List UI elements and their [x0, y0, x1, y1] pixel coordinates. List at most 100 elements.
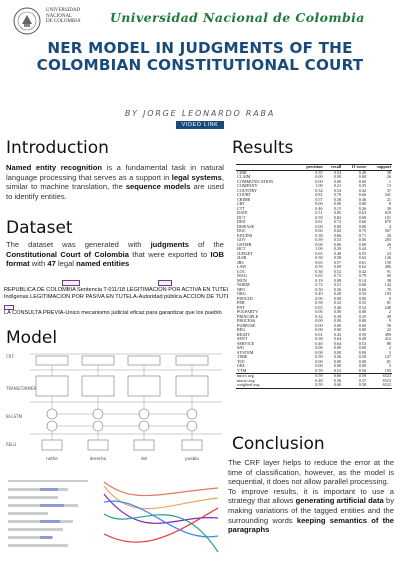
- results-cell: 0.00: [333, 201, 342, 206]
- results-row: LAW 0.59 0.69 0.62 406: [236, 264, 392, 270]
- results-cell: 0.46: [315, 205, 323, 211]
- results-cell: 38: [386, 277, 391, 283]
- results-row: VTM 0.59 0.53 0.56 103: [236, 367, 392, 374]
- results-cell: 0.66: [333, 232, 342, 238]
- results-cell: 0.00: [358, 358, 367, 364]
- results-table: precision recall f1-score support CIRR 0.35 0…: [236, 164, 392, 389]
- university-seal-icon: [13, 7, 41, 35]
- results-cell: SNI: [237, 345, 244, 350]
- results-cell: 127: [384, 354, 391, 359]
- results-cell: 0.00: [358, 295, 367, 301]
- results-cell: 8: [388, 201, 391, 206]
- results-cell: 39: [386, 205, 391, 211]
- results-cell: 0.66: [358, 219, 367, 224]
- results-cell: 0.82: [333, 214, 342, 220]
- results-row: SYSTEM 0.00 0.00 0.00 3: [236, 349, 392, 356]
- video-link-button[interactable]: VIDEO LINK: [176, 121, 224, 129]
- results-cell: 81: [386, 300, 391, 305]
- results-cell: 88: [386, 340, 391, 346]
- results-row: JLSR 0.50 0.58 0.63 126: [236, 255, 392, 261]
- results-cell: 60: [386, 273, 391, 278]
- results-cell: 0.32: [333, 300, 342, 305]
- results-cell: 0.00: [358, 349, 367, 355]
- results-cell: 4: [388, 223, 391, 229]
- results-cell: 126: [384, 255, 391, 260]
- results-row: CLAIM 0.00 0.00 0.00 26: [236, 174, 392, 180]
- results-cell: micro avg: [236, 373, 296, 379]
- results-row: URL 0.00 0.00 0.00 5: [236, 363, 392, 369]
- results-cell: 0.73: [333, 273, 342, 278]
- entity-tag-marker: [158, 280, 172, 286]
- results-cell: 0.61: [358, 259, 367, 265]
- results-cell: 0.00: [333, 295, 342, 301]
- results-cell: 1.00: [315, 183, 323, 188]
- results-cell: POLPARTY: [237, 309, 259, 314]
- results-cell: LOC: [237, 268, 246, 274]
- results-cell: 0.00: [315, 241, 323, 247]
- layer-label-transformer: TRANSFORMER: [5, 386, 37, 391]
- results-cell: PURPOSE: [237, 322, 256, 328]
- results-row: CIRR 0.35 0.54 0.40 38: [236, 170, 392, 175]
- results-cell: 2: [388, 309, 391, 314]
- results-cell: 0.00: [358, 318, 367, 323]
- results-cell: MAG: [237, 273, 247, 278]
- results-cell: 0.34: [315, 187, 323, 193]
- results-cell: 0.00: [358, 309, 367, 314]
- results-cell: 0.36: [315, 268, 323, 274]
- results-cell: 0.59: [315, 354, 323, 359]
- poster-title: NER MODEL IN JUDGMENTS OF THE COLOMBIAN …: [36, 39, 364, 74]
- results-cell: 0.63: [358, 210, 367, 215]
- results-cell: HCT: [237, 246, 246, 251]
- results-cell: 0.61: [315, 331, 323, 337]
- results-cell: 0.63: [358, 255, 367, 260]
- results-cell: 0.59: [342, 373, 368, 379]
- results-cell: 6523: [367, 373, 392, 379]
- results-cell: DCT: [237, 214, 246, 220]
- results-cell: 0.60: [358, 282, 367, 287]
- results-cell: 3: [388, 349, 391, 355]
- results-row: SNI 0.00 0.00 0.00 2: [236, 345, 392, 351]
- results-cell: 0.65: [315, 304, 323, 310]
- results-cell: 1: [388, 178, 391, 184]
- author-line: BY JORGE LEONARDO RABA: [124, 109, 276, 118]
- results-cell: 0.64: [333, 336, 342, 341]
- results-cell: 0.38: [315, 336, 323, 341]
- results-cell: 0.00: [333, 327, 342, 332]
- results-cell: 0.65: [315, 273, 323, 278]
- results-cell: 0.65: [315, 259, 323, 265]
- results-row: EDUINS 0.38 0.66 0.71 26: [236, 232, 392, 239]
- results-cell: 7: [388, 246, 391, 251]
- results-cell: 0.00: [315, 358, 323, 364]
- results-column-header: recall: [323, 164, 343, 171]
- results-cell: 0.00: [315, 174, 323, 179]
- dataset-heading: Dataset: [6, 218, 73, 238]
- results-cell: 0.00: [358, 363, 367, 368]
- results-row: PDOCID 0.00 0.00 0.00 9: [236, 295, 392, 302]
- results-cell: 0.60: [323, 382, 343, 389]
- results-cell: 0.48: [315, 377, 323, 383]
- results-cell: 1.00: [315, 246, 323, 251]
- results-cell: 0.00: [358, 241, 367, 247]
- results-cell: 0.53: [358, 340, 367, 346]
- results-cell: COMPANY: [237, 183, 258, 188]
- results-cell: weighted avg: [236, 382, 296, 389]
- results-cell: 0.66: [358, 192, 367, 197]
- results-cell: 142: [384, 282, 391, 287]
- results-cell: 0.85: [333, 210, 342, 215]
- results-row: PNT 0.65 0.46 0.54 240: [236, 304, 392, 311]
- results-cell: 0.00: [358, 345, 367, 350]
- results-cell: 0.00: [315, 327, 323, 332]
- results-cell: 6523: [367, 382, 392, 389]
- results-cell: PDOCID: [237, 295, 253, 301]
- results-cell: 0.32: [315, 313, 323, 319]
- results-row: REG 0.00 0.00 0.00 22: [236, 327, 392, 333]
- results-cell: 0.59: [315, 214, 323, 220]
- results-row: CRT 0.00 0.00 0.00 8: [236, 201, 392, 207]
- results-row: SENT 0.38 0.64 0.49 412: [236, 336, 392, 342]
- results-cell: MUN: [237, 277, 247, 283]
- results-cell: 23: [386, 250, 391, 256]
- results-cell: PROCESS: [237, 318, 256, 323]
- results-cell: 0.79: [358, 273, 367, 278]
- results-cell: 26: [386, 232, 391, 238]
- results-cell: VTM: [237, 367, 247, 373]
